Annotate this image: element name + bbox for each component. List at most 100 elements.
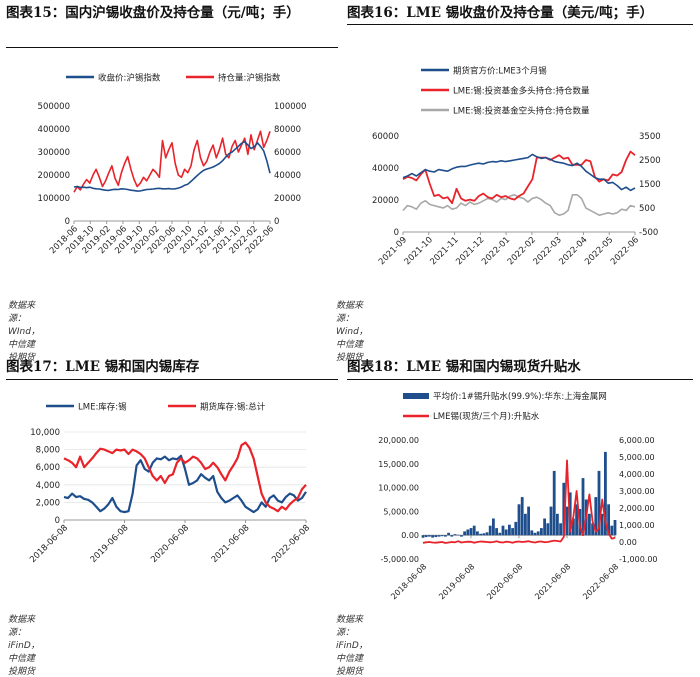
chart-18-plot: 平均价:1#锡升贴水(99.9%):华东:上海金属网 LME锡(现货/三个月):升…	[378, 391, 658, 601]
y2-tick-label: 2,000.00	[619, 504, 655, 513]
y-tick-label: 300000	[38, 148, 70, 158]
y-tick-label: 15,000.00	[378, 460, 419, 469]
series-line	[402, 194, 636, 216]
y2-tick-label: 5,000.00	[619, 453, 655, 462]
y2-tick-label: 0.00	[619, 538, 637, 547]
bar	[549, 506, 553, 536]
bar	[600, 513, 604, 536]
y-tick-label: 0	[394, 228, 399, 238]
bar	[597, 470, 601, 536]
y-tick-label: 8,000	[36, 446, 60, 456]
bar	[540, 528, 543, 536]
chart-17-title: 图表17：LME 锡和国内锡库存	[6, 359, 200, 375]
legend-swatch	[403, 393, 429, 399]
bar	[447, 532, 450, 536]
series-line	[73, 140, 271, 192]
bar	[456, 534, 460, 536]
y2-tick-label: -1,000.00	[619, 555, 658, 564]
bar	[530, 530, 534, 536]
y-tick-label: 2,000	[36, 498, 60, 508]
bar	[437, 535, 441, 537]
bar	[440, 535, 444, 537]
x-tick-label: 2019-06-08	[437, 562, 476, 601]
chart-15-rule	[6, 47, 338, 48]
y-tick-label: 200000	[38, 171, 70, 181]
chart-18-source: 数据来源：iFinD，中信建投期货	[336, 615, 368, 677]
x-tick-label: 2022-06	[609, 235, 641, 267]
bar	[482, 533, 486, 536]
bar	[479, 533, 482, 536]
y2-tick-label: 20000	[274, 194, 301, 204]
series-line	[422, 459, 616, 544]
y-tick-label: 60000	[372, 132, 399, 142]
x-tick-label: 2020-06-08	[149, 523, 191, 565]
bar	[527, 506, 530, 536]
bar	[511, 528, 514, 536]
y2-tick-label: 1,000.00	[619, 521, 655, 530]
legend-label: 持仓量:沪锡指数	[218, 73, 281, 84]
bar	[559, 523, 562, 536]
y2-tick-label: 0	[274, 217, 279, 227]
bar	[556, 513, 559, 536]
legend-label: 期货库存:锡:总计	[200, 402, 266, 413]
y2-tick-label: 500	[639, 204, 655, 214]
bar	[533, 532, 537, 536]
x-tick-label: 2022-06-08	[270, 523, 312, 565]
chart-18-rule	[347, 379, 693, 380]
chart-15-plot: 收盘价:沪锡指数 持仓量:沪锡指数010000020000030000040000…	[38, 73, 307, 257]
bar	[594, 497, 598, 536]
bar	[588, 513, 591, 536]
y2-tick-label: 80000	[274, 125, 301, 135]
bar	[536, 531, 540, 536]
bar	[450, 535, 454, 537]
series-line	[402, 153, 636, 192]
x-tick-label: 2021-06-08	[210, 523, 252, 565]
bar	[504, 529, 508, 536]
bar	[517, 504, 521, 536]
bar	[591, 523, 594, 536]
bar	[581, 478, 585, 536]
x-tick-label: 2022-06-08	[581, 562, 620, 601]
legend-label: LME:锡:投资基金空头持仓:持仓数量	[453, 106, 590, 117]
bar	[476, 531, 479, 536]
legend-label: LME:库存:锡	[78, 402, 127, 413]
legend-label: 收盘价:沪锡指数	[98, 73, 161, 84]
chart-16-plot: 期货官方价:LME3个月锡 LME:锡:投资基金多头持仓:持仓数量 LME:锡:投资…	[372, 66, 661, 268]
y-tick-label: 500000	[38, 102, 70, 112]
y-tick-label: 400000	[38, 125, 70, 135]
y-tick-label: 5,000.00	[383, 507, 419, 516]
chart-16-rule	[347, 24, 693, 25]
x-tick-label: 2021-06-08	[533, 562, 572, 601]
bar	[546, 523, 550, 536]
legend-label: LME:锡:投资基金多头持仓:持仓数量	[453, 86, 590, 97]
x-tick-label: 2020-06-08	[485, 562, 524, 601]
y2-tick-label: 100000	[274, 102, 306, 112]
y-tick-label: 0	[65, 217, 70, 227]
legend-label: LME锡(现货/三个月):升贴水	[433, 411, 540, 422]
chart-15-title: 图表15：国内沪锡收盘价及持仓量（元/吨；手）	[6, 5, 300, 21]
y2-tick-label: 60000	[274, 148, 301, 158]
bar	[543, 518, 546, 536]
chart-17-source: 数据来源：iFinD，中信建投期货	[8, 615, 40, 677]
bar	[508, 524, 511, 536]
bar	[488, 525, 492, 536]
bar	[613, 520, 617, 536]
y-tick-label: 0	[55, 516, 60, 526]
series-line	[63, 454, 307, 514]
bar	[501, 525, 505, 536]
chart-17-plot: LME:库存:锡 期货库存:锡:总计 0 2,000 4,000 6,000 8,000 10…	[28, 402, 312, 566]
chart-15-source: 数据来源：WInd，中信建投期货	[8, 301, 40, 363]
bar	[434, 535, 438, 538]
series-line	[73, 130, 271, 193]
y2-tick-label: 3,000.00	[619, 487, 655, 496]
y-tick-label: 20000	[372, 196, 399, 206]
x-tick-label: 2018-06-08	[28, 523, 70, 565]
y2-tick-label: 2500	[639, 156, 661, 166]
x-tick-label: 2018-06-08	[389, 562, 428, 601]
legend-label: 平均价:1#锡升贴水(99.9%):华东:上海金属网	[433, 391, 607, 402]
bar	[610, 525, 614, 536]
y-tick-label: 100000	[38, 194, 70, 204]
y-tick-label: 6,000	[36, 463, 60, 473]
y2-tick-label: 4,000.00	[619, 470, 655, 479]
legend-label: 期货官方价:LME3个月锡	[453, 66, 547, 77]
